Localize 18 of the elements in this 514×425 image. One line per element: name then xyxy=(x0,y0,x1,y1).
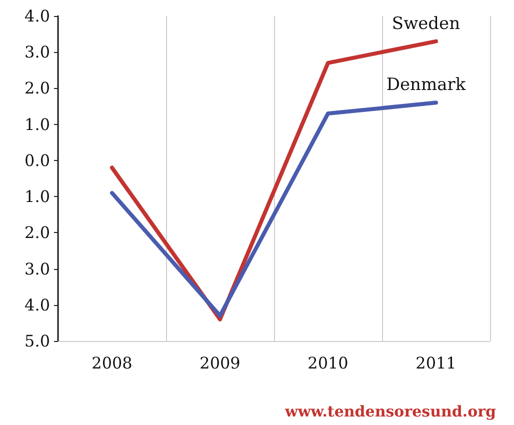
x-tick-label: 2011 xyxy=(416,354,456,372)
y-tick-label: 2.0 xyxy=(24,223,50,242)
series-label: Sweden xyxy=(392,14,460,34)
text: www.tendensoresund.org xyxy=(284,402,497,420)
y-tick-label: 5.0 xyxy=(24,332,50,350)
y-tick-label: 2.0 xyxy=(24,78,50,98)
y-tick-label: 4.0 xyxy=(24,6,50,26)
y-tick-label: 1.0 xyxy=(24,114,50,134)
line-series xyxy=(110,100,438,318)
x-tick-label: 2008 xyxy=(92,354,132,372)
y-tick-label: 0.0 xyxy=(24,150,50,170)
y-tick-label: 1.0 xyxy=(24,187,50,206)
series-label: Denmark xyxy=(386,75,466,96)
y-tick-label: 3.0 xyxy=(24,42,50,62)
y-tick-label: 4.0 xyxy=(24,295,50,314)
x-tick-label: 2009 xyxy=(200,354,240,372)
x-tick-label: 2010 xyxy=(308,354,348,372)
y-tick-label: 3.0 xyxy=(24,259,50,278)
